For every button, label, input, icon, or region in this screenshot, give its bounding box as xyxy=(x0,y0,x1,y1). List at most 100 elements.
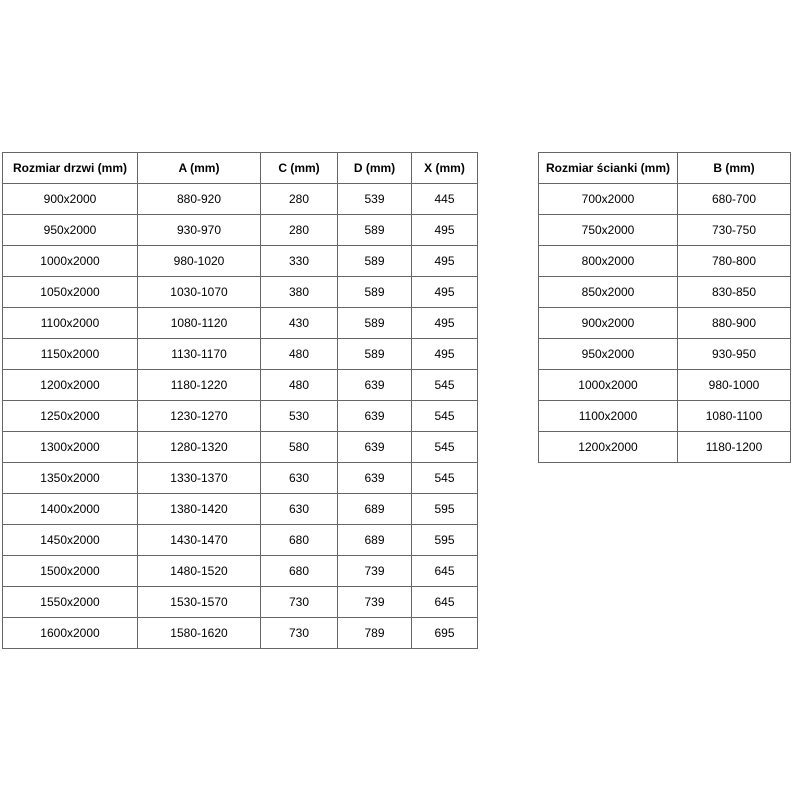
column-header: Rozmiar drzwi (mm) xyxy=(2,152,138,184)
table-cell: 1180-1220 xyxy=(137,369,261,401)
table-cell: 1100x2000 xyxy=(538,400,678,432)
table-cell: 589 xyxy=(337,214,412,246)
table-cell: 1550x2000 xyxy=(2,586,138,618)
table-cell: 639 xyxy=(337,369,412,401)
table-row: 900x2000 880-920 280 539 445 xyxy=(2,183,478,215)
table-row: 1550x2000 1530-1570 730 739 645 xyxy=(2,586,478,618)
table-cell: 539 xyxy=(337,183,412,215)
table-row: 800x2000 780-800 xyxy=(538,245,791,277)
table-cell: 639 xyxy=(337,400,412,432)
column-header: A (mm) xyxy=(137,152,261,184)
table-cell: 495 xyxy=(411,245,478,277)
table-cell: 1380-1420 xyxy=(137,493,261,525)
column-header: Rozmiar ścianki (mm) xyxy=(538,152,678,184)
table-cell: 739 xyxy=(337,555,412,587)
table-cell: 495 xyxy=(411,338,478,370)
table-cell: 545 xyxy=(411,400,478,432)
table-cell: 1150x2000 xyxy=(2,338,138,370)
table-cell: 645 xyxy=(411,555,478,587)
table-cell: 630 xyxy=(260,462,338,494)
table-cell: 1000x2000 xyxy=(2,245,138,277)
table-cell: 980-1020 xyxy=(137,245,261,277)
table-cell: 850x2000 xyxy=(538,276,678,308)
table-cell: 950x2000 xyxy=(2,214,138,246)
table-cell: 545 xyxy=(411,462,478,494)
table-cell: 595 xyxy=(411,493,478,525)
column-header: X (mm) xyxy=(411,152,478,184)
header-row: Rozmiar ścianki (mm) B (mm) xyxy=(538,152,791,184)
table-cell: 589 xyxy=(337,307,412,339)
table-cell: 1400x2000 xyxy=(2,493,138,525)
table-cell: 750x2000 xyxy=(538,214,678,246)
table-cell: 1030-1070 xyxy=(137,276,261,308)
table-cell: 1300x2000 xyxy=(2,431,138,463)
table-cell: 330 xyxy=(260,245,338,277)
table-row: 1200x2000 1180-1200 xyxy=(538,431,791,463)
table-cell: 589 xyxy=(337,276,412,308)
table-row: 850x2000 830-850 xyxy=(538,276,791,308)
table-row: 1400x2000 1380-1420 630 689 595 xyxy=(2,493,478,525)
table-cell: 689 xyxy=(337,493,412,525)
table-row: 1000x2000 980-1000 xyxy=(538,369,791,401)
table-cell: 280 xyxy=(260,183,338,215)
doors-table-head: Rozmiar drzwi (mm) A (mm) C (mm) D (mm) X (m… xyxy=(2,152,478,184)
table-cell: 680-700 xyxy=(677,183,791,215)
table-row: 750x2000 730-750 xyxy=(538,214,791,246)
table-cell: 689 xyxy=(337,524,412,556)
table-cell: 680 xyxy=(260,524,338,556)
table-cell: 445 xyxy=(411,183,478,215)
table-cell: 1430-1470 xyxy=(137,524,261,556)
table-cell: 545 xyxy=(411,369,478,401)
table-cell: 800x2000 xyxy=(538,245,678,277)
table-cell: 595 xyxy=(411,524,478,556)
table-cell: 1250x2000 xyxy=(2,400,138,432)
table-cell: 530 xyxy=(260,400,338,432)
table-cell: 1230-1270 xyxy=(137,400,261,432)
table-cell: 495 xyxy=(411,214,478,246)
table-row: 1300x2000 1280-1320 580 639 545 xyxy=(2,431,478,463)
table-cell: 495 xyxy=(411,276,478,308)
wall-panel-sizes-table: Rozmiar ścianki (mm) B (mm) 700x2000 680-7… xyxy=(538,152,791,463)
table-cell: 930-950 xyxy=(677,338,791,370)
table-cell: 580 xyxy=(260,431,338,463)
table-cell: 695 xyxy=(411,617,478,649)
table-cell: 1200x2000 xyxy=(538,431,678,463)
table-cell: 1530-1570 xyxy=(137,586,261,618)
table-cell: 1500x2000 xyxy=(2,555,138,587)
table-cell: 645 xyxy=(411,586,478,618)
table-cell: 980-1000 xyxy=(677,369,791,401)
table-cell: 480 xyxy=(260,338,338,370)
table-row: 1050x2000 1030-1070 380 589 495 xyxy=(2,276,478,308)
table-cell: 1600x2000 xyxy=(2,617,138,649)
table-cell: 1330-1370 xyxy=(137,462,261,494)
table-cell: 950x2000 xyxy=(538,338,678,370)
table-cell: 930-970 xyxy=(137,214,261,246)
table-cell: 1350x2000 xyxy=(2,462,138,494)
table-cell: 589 xyxy=(337,338,412,370)
table-cell: 1280-1320 xyxy=(137,431,261,463)
table-cell: 1100x2000 xyxy=(2,307,138,339)
table-cell: 1450x2000 xyxy=(2,524,138,556)
table-cell: 680 xyxy=(260,555,338,587)
table-cell: 900x2000 xyxy=(538,307,678,339)
table-cell: 789 xyxy=(337,617,412,649)
table-cell: 739 xyxy=(337,586,412,618)
table-cell: 630 xyxy=(260,493,338,525)
table-cell: 639 xyxy=(337,462,412,494)
table-cell: 1200x2000 xyxy=(2,369,138,401)
table-cell: 1080-1120 xyxy=(137,307,261,339)
table-cell: 1000x2000 xyxy=(538,369,678,401)
walls-table-body: 700x2000 680-700 750x2000 730-750 800x2000 78… xyxy=(538,183,791,463)
table-cell: 1080-1100 xyxy=(677,400,791,432)
table-row: 1500x2000 1480-1520 680 739 645 xyxy=(2,555,478,587)
table-cell: 495 xyxy=(411,307,478,339)
table-cell: 430 xyxy=(260,307,338,339)
table-row: 700x2000 680-700 xyxy=(538,183,791,215)
table-cell: 1180-1200 xyxy=(677,431,791,463)
table-cell: 880-920 xyxy=(137,183,261,215)
door-sizes-table: Rozmiar drzwi (mm) A (mm) C (mm) D (mm) X (m… xyxy=(2,152,478,649)
column-header: B (mm) xyxy=(677,152,791,184)
table-row: 1250x2000 1230-1270 530 639 545 xyxy=(2,400,478,432)
table-cell: 1580-1620 xyxy=(137,617,261,649)
table-row: 1200x2000 1180-1220 480 639 545 xyxy=(2,369,478,401)
